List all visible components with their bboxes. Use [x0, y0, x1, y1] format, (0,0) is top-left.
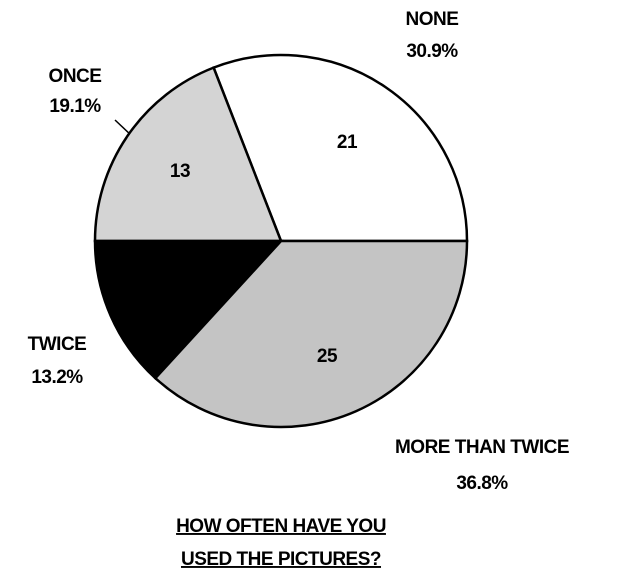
pie-slice	[93, 66, 283, 243]
pie-slice	[211, 53, 469, 243]
chart-title: USED THE PICTURES?	[181, 549, 381, 570]
count-label: 13	[170, 161, 190, 182]
value-label: 19.1%	[49, 96, 101, 117]
value-label: 36.8%	[456, 473, 508, 494]
category-label: TWICE	[28, 334, 87, 355]
value-label: 13.2%	[31, 367, 83, 388]
pie-slice	[93, 239, 284, 380]
category-label: NONE	[406, 9, 459, 30]
category-label: MORE THAN TWICE	[395, 437, 569, 458]
count-label: 25	[317, 346, 338, 367]
category-label: ONCE	[49, 66, 102, 87]
value-label: 30.9%	[406, 41, 458, 62]
chart-title: HOW OFTEN HAVE YOU	[176, 516, 386, 537]
count-label: 21	[337, 132, 358, 153]
pie-slice	[153, 239, 469, 429]
